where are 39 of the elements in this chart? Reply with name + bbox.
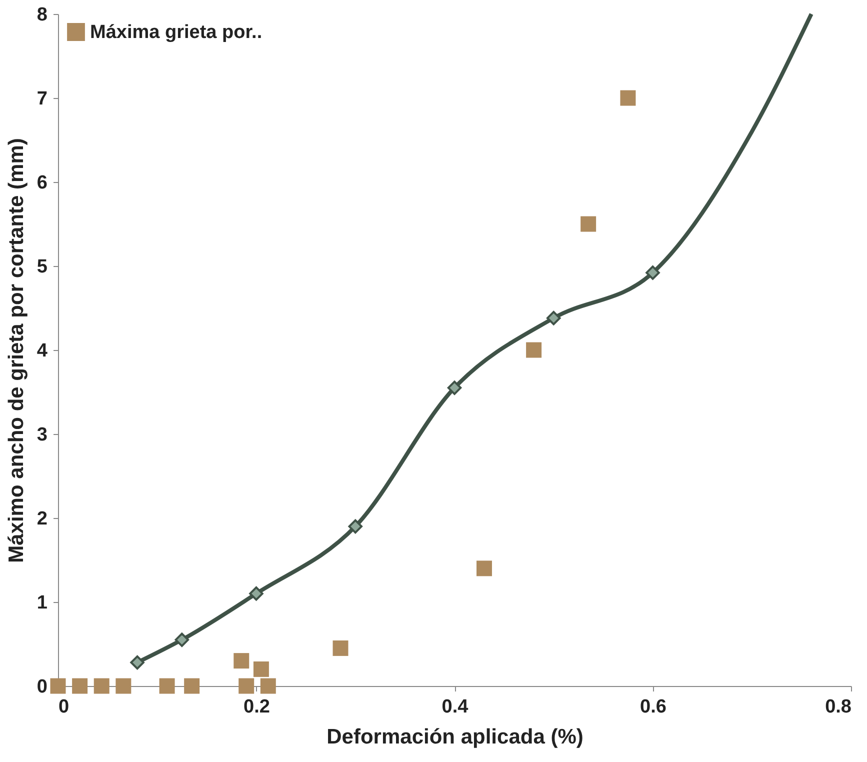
point [646,266,660,280]
point [580,216,596,232]
point [94,678,110,694]
point [238,678,254,694]
point [234,653,250,669]
point [253,661,269,677]
point [332,640,348,656]
point [116,678,132,694]
point [130,655,144,670]
point [260,678,276,694]
y-tick-label: 7 [36,88,48,110]
x-tick-label: 0.8 [825,696,852,718]
legend-label: Máxima grieta por.. [90,22,262,43]
y-tick-label: 1 [36,592,48,614]
x-tick-label: 0.2 [244,696,270,718]
point [476,560,492,576]
point [50,678,66,694]
y-tick-label: 0 [36,676,48,698]
point [174,632,190,647]
x-tick-label: 0.6 [640,696,666,718]
point [159,678,175,694]
point [447,380,462,395]
y-tick-label: 8 [36,4,48,26]
x-axis-title: Deformación aplicada (%) [326,726,584,748]
point [526,342,542,358]
point [184,678,200,694]
y-tick-label: 5 [36,256,48,278]
y-tick-label: 6 [36,172,48,194]
y-axis-title: Máximo ancho de grieta por cortante (mm) [4,138,28,563]
point [249,586,264,601]
point [348,519,362,534]
point [72,678,88,694]
point [620,90,636,106]
x-tick-label: 0 [58,696,70,718]
y-tick-label: 4 [36,340,48,362]
point [546,310,561,326]
x-tick-label: 0.4 [442,696,469,718]
y-tick-label: 2 [36,508,48,530]
y-tick-label: 3 [36,424,48,446]
